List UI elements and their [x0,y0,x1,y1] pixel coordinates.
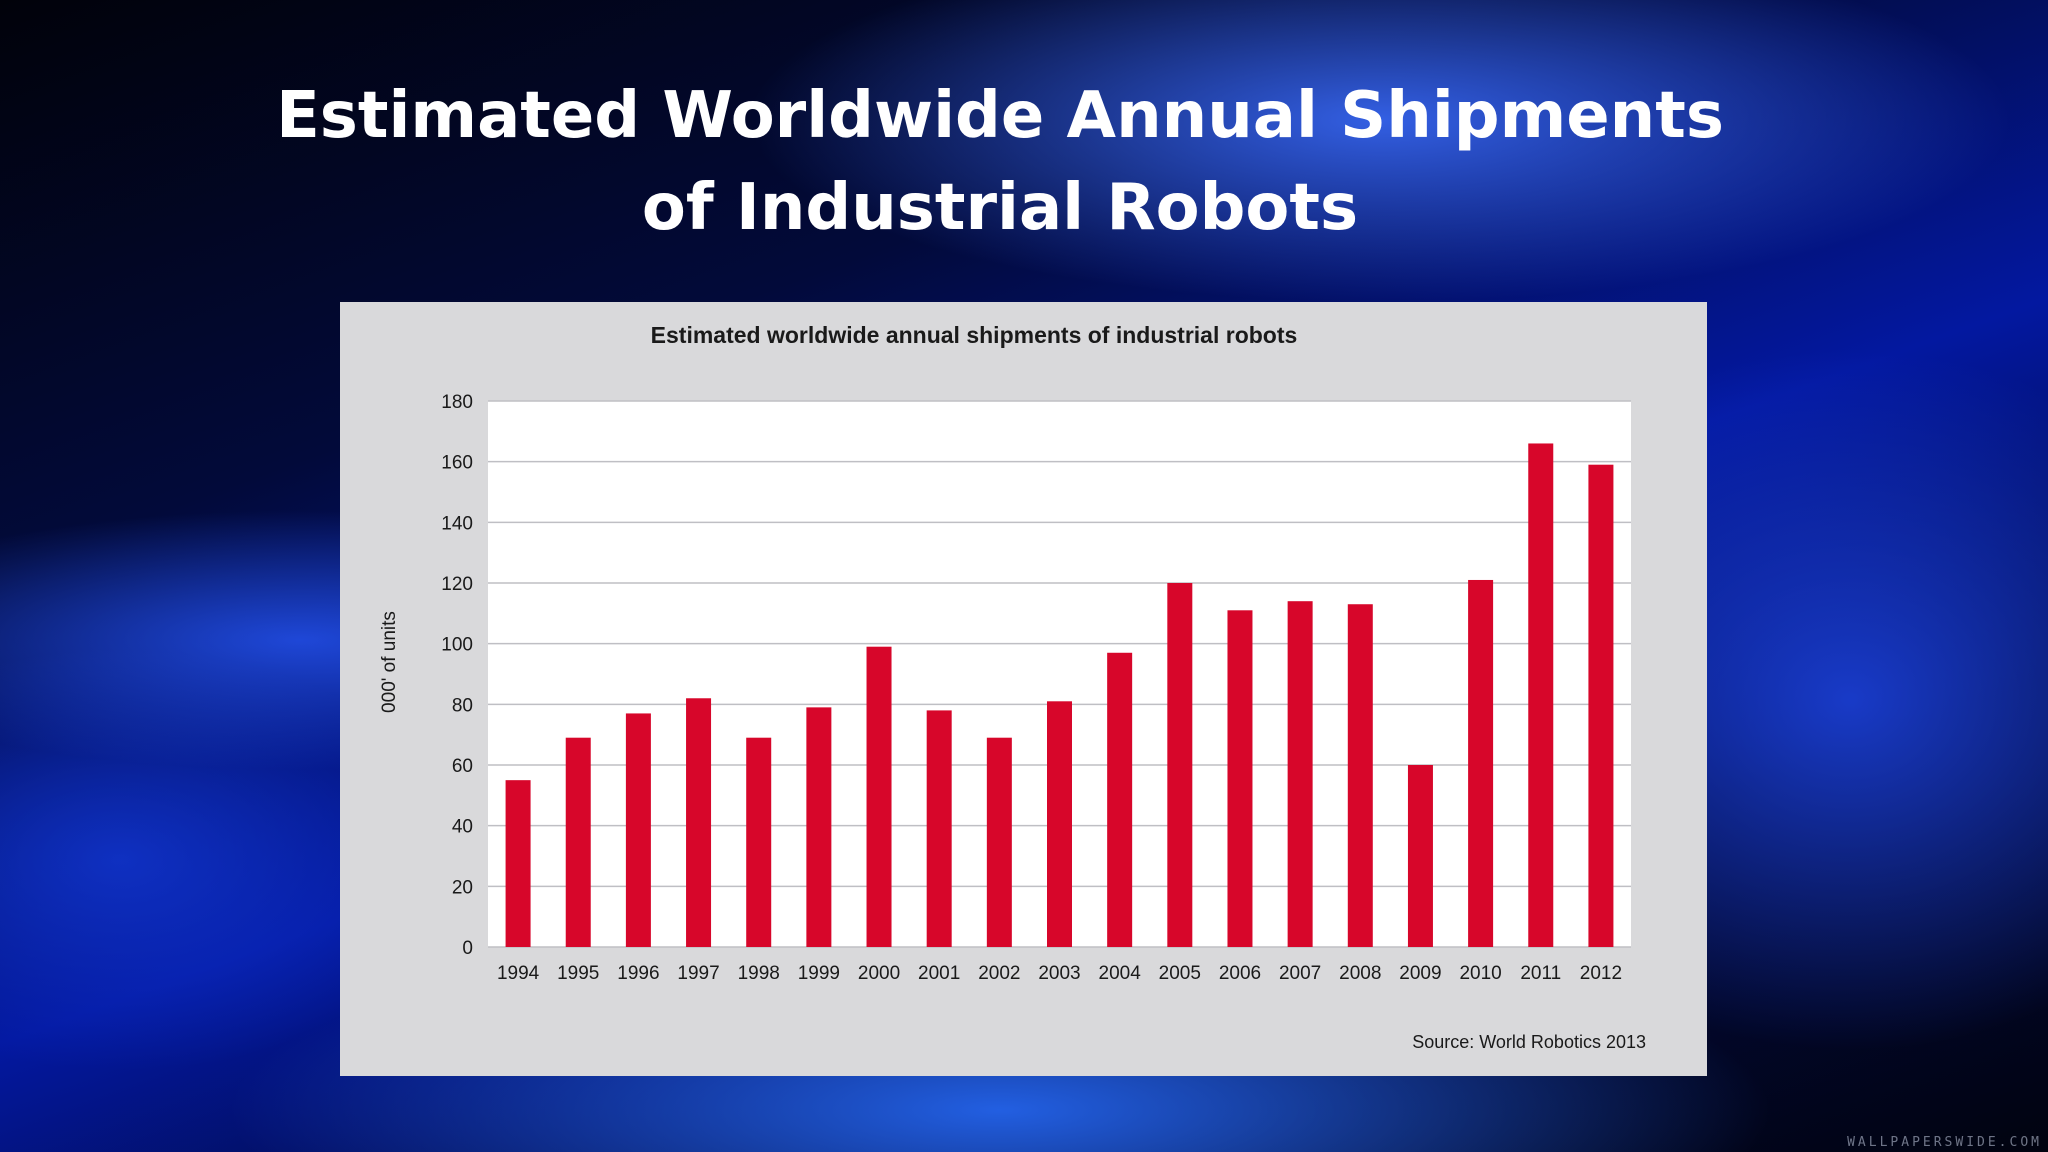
bar-2004 [1107,652,1133,947]
x-tick-label: 2001 [918,963,960,984]
bar-2005 [1167,583,1193,947]
bar-1994 [505,780,531,947]
y-tick-label: 20 [452,877,473,898]
chart-title: Estimated worldwide annual shipments of … [651,322,1298,348]
x-tick-label: 2004 [1099,963,1142,984]
watermark: WALLPAPERSWIDE.COM [1847,1135,2042,1150]
bar-2006 [1227,610,1253,947]
bar-2007 [1287,601,1313,947]
bar-2011 [1528,443,1554,947]
x-tick-label: 2009 [1399,963,1441,984]
bar-1995 [565,737,591,947]
x-tick-label: 1994 [497,963,540,984]
x-tick-labels: 1994 1995 1996 1997 1998 1999 2000 2001 2002 2003… [497,963,1622,984]
y-tick-label: 0 [462,938,473,959]
x-tick-label: 2000 [858,963,900,984]
bar-2003 [1047,701,1072,947]
x-tick-label: 1998 [738,963,780,984]
y-tick-label: 160 [441,453,473,474]
x-tick-label: 1996 [617,963,659,984]
bar-1998 [746,737,772,947]
bar-2012 [1588,464,1614,947]
y-tick-label: 100 [441,635,473,656]
bar-2008 [1347,604,1373,947]
x-tick-label: 2003 [1038,963,1080,984]
y-axis-label: 000' of units [379,611,400,713]
x-tick-label: 2011 [1520,963,1561,984]
bar-chart: Estimated worldwide annual shipments of … [379,322,1646,1052]
bar-1999 [806,707,832,947]
y-tick-label: 140 [441,513,473,534]
x-tick-label: 2008 [1339,963,1381,984]
bar-2009 [1407,765,1433,947]
chart-panel: Estimated worldwide annual shipments of … [340,302,1707,1076]
y-tick-labels: 0 20 40 60 80 100 120 140 160 180 [441,392,473,959]
x-tick-label: 1997 [677,963,719,984]
y-tick-label: 180 [441,392,473,413]
bars [505,443,1614,947]
bar-2002 [986,737,1012,947]
slide-title-line-1: Estimated Worldwide Annual Shipments [276,79,1724,153]
x-tick-label: 2006 [1219,963,1261,984]
bar-2000 [866,646,892,947]
bar-1996 [625,713,651,947]
y-tick-label: 60 [452,756,473,777]
x-tick-label: 1999 [798,963,840,984]
x-tick-label: 2005 [1159,963,1201,984]
slide-title-line-2: of Industrial Robots [641,171,1359,245]
y-tick-label: 40 [452,817,473,838]
x-tick-label: 2007 [1279,963,1321,984]
x-tick-label: 2002 [978,963,1020,984]
source-note: Source: World Robotics 2013 [1412,1032,1646,1052]
bar-2001 [926,710,952,947]
bar-2010 [1468,579,1494,947]
slide-title: Estimated Worldwide Annual Shipments of … [0,70,2000,254]
x-tick-label: 2012 [1580,963,1622,984]
x-tick-label: 2010 [1459,963,1501,984]
y-tick-label: 80 [452,695,473,716]
y-tick-label: 120 [441,574,473,595]
x-tick-label: 1995 [557,963,599,984]
bar-1997 [686,698,712,947]
